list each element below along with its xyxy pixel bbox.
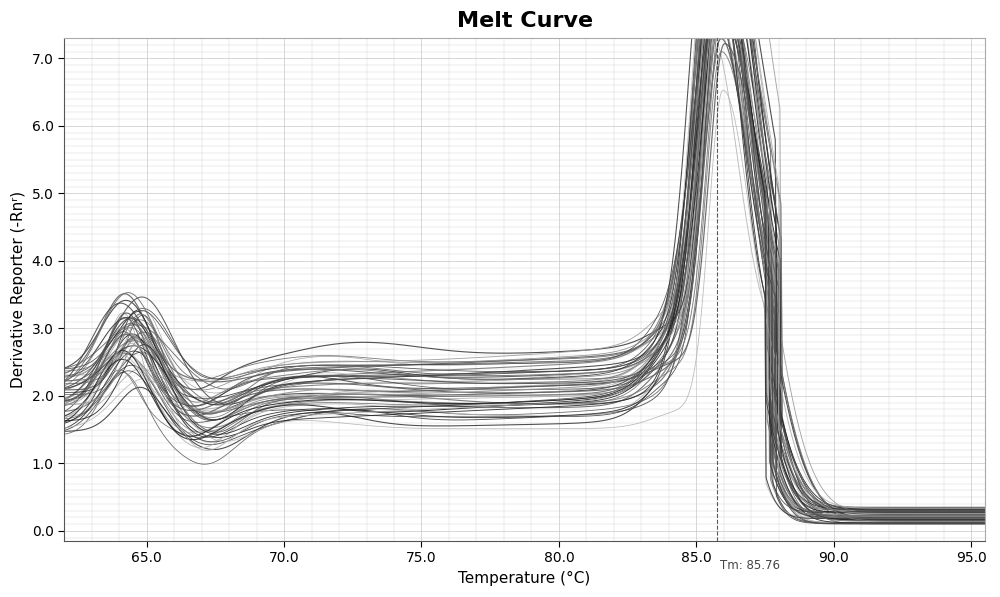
Y-axis label: Derivative Reporter (-Rnʳ): Derivative Reporter (-Rnʳ): [11, 191, 26, 388]
X-axis label: Temperature (°C): Temperature (°C): [458, 571, 591, 586]
Text: Tm: 85.76: Tm: 85.76: [720, 559, 780, 572]
Title: Melt Curve: Melt Curve: [457, 11, 593, 31]
